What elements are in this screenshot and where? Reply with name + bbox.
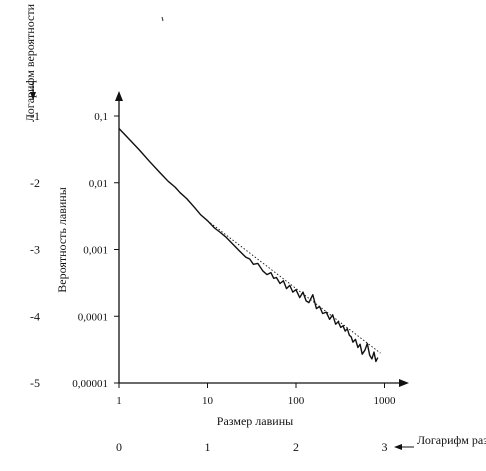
secondary-x-tick-label: 0 [116, 440, 122, 454]
x-tick-label: 100 [288, 395, 305, 407]
y-tick-label: 0,1 [94, 111, 108, 123]
data-line [118, 128, 379, 363]
secondary-y-tick-label: -4 [30, 309, 40, 323]
secondary-x-tick-label: 1 [205, 440, 211, 454]
y-tick-label: 0,001 [83, 245, 108, 257]
y-axis-arrow [115, 91, 123, 101]
scan-mark [161, 16, 164, 22]
secondary-x-title: Логарифм размера [417, 433, 486, 447]
secondary-y-tick-label: -2 [30, 176, 40, 190]
x-tick-label: 10 [202, 395, 214, 407]
secondary-y-title: Логарифм вероятности [23, 3, 37, 122]
x-tick-label: 1000 [374, 395, 397, 407]
secondary-y-tick-label: -1 [30, 109, 40, 123]
secondary-y-tick-label: -5 [30, 376, 40, 390]
x-tick-label: 1 [116, 395, 122, 407]
secondary-x-arrow-head [394, 444, 402, 450]
fit-line [207, 220, 381, 354]
y-axis-title: Вероятность лавины [55, 187, 69, 293]
secondary-y-tick-label: -3 [30, 243, 40, 257]
secondary-x-tick-label: 2 [293, 440, 299, 454]
secondary-x-tick-label: 3 [382, 440, 388, 454]
secondary-y-arrow-head [30, 92, 36, 100]
x-axis-title: Размер лавины [217, 414, 293, 428]
x-axis-arrow [399, 379, 409, 387]
y-tick-label: 0,01 [89, 178, 108, 190]
y-tick-label: 0,0001 [78, 311, 108, 323]
y-tick-label: 0,00001 [72, 378, 108, 390]
